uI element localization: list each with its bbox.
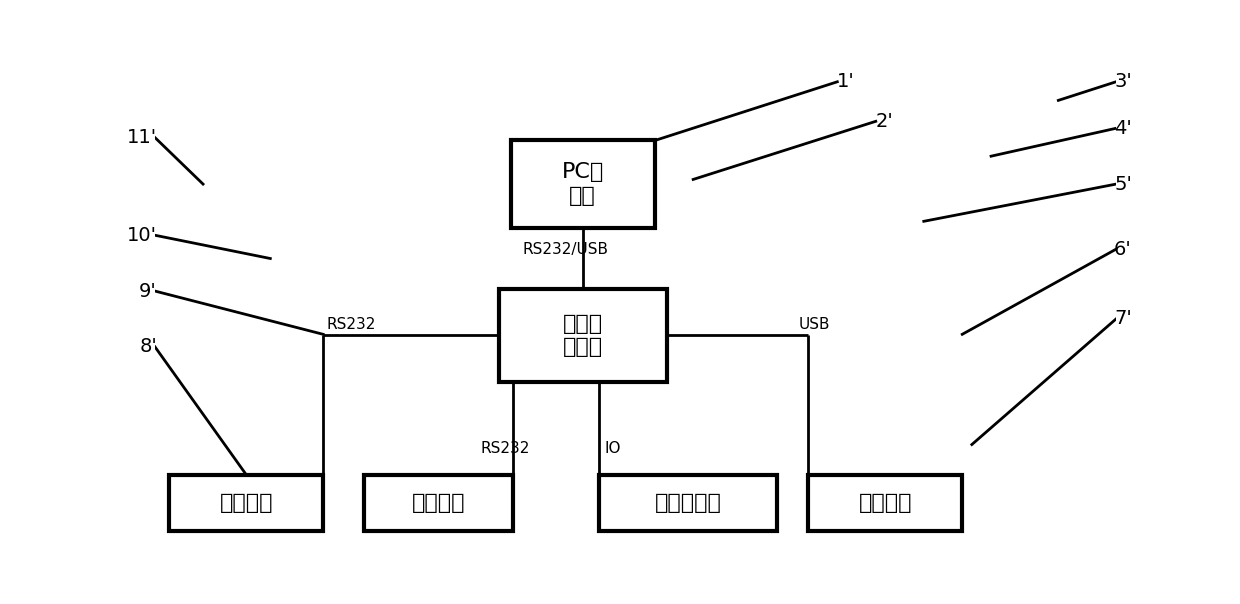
Text: RS232: RS232 xyxy=(326,317,376,332)
Text: 7': 7' xyxy=(1114,309,1132,329)
Text: 6': 6' xyxy=(1114,240,1132,259)
Text: PC控
制器: PC控 制器 xyxy=(562,162,604,206)
Bar xyxy=(498,289,667,382)
Text: 3': 3' xyxy=(1114,72,1132,91)
Text: 8': 8' xyxy=(139,338,157,356)
Text: 5': 5' xyxy=(1114,175,1132,194)
Bar xyxy=(365,475,513,530)
Text: 1': 1' xyxy=(837,72,856,91)
Text: 平台单元: 平台单元 xyxy=(412,493,465,513)
Text: 9': 9' xyxy=(139,281,157,301)
Bar xyxy=(511,140,655,228)
Text: 11': 11' xyxy=(126,128,157,147)
Text: IO: IO xyxy=(605,441,621,456)
Text: RS232: RS232 xyxy=(480,441,529,456)
Bar xyxy=(808,475,962,530)
Text: 嵌入式
控制器: 嵌入式 控制器 xyxy=(563,313,603,357)
Text: 相机单元: 相机单元 xyxy=(858,493,913,513)
Text: 激光器单元: 激光器单元 xyxy=(655,493,722,513)
Text: 2': 2' xyxy=(875,112,894,131)
Bar xyxy=(170,475,324,530)
Text: 液路单元: 液路单元 xyxy=(219,493,273,513)
Text: USB: USB xyxy=(799,317,831,332)
Text: 10': 10' xyxy=(126,226,157,245)
Text: 4': 4' xyxy=(1114,119,1132,138)
Text: RS232/USB: RS232/USB xyxy=(522,242,608,257)
Bar xyxy=(599,475,777,530)
